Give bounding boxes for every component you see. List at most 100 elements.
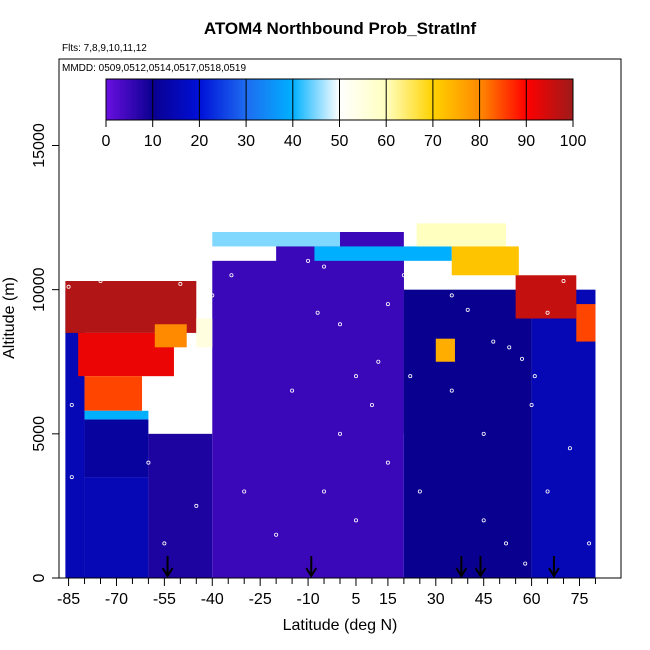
colorbar-tick-label-2: 20 [191,133,209,150]
track-point-39 [523,561,528,566]
x-tick-label-4: -25 [249,591,272,608]
track-point-31 [242,489,247,494]
track-point-12 [369,402,374,407]
heatmap-cell-3 [148,433,213,578]
heatmap-cell-12 [196,318,213,348]
arrow-marker-0 [161,556,174,578]
colorbar-tick-label-9: 90 [517,133,535,150]
arrow-marker-1 [305,556,318,578]
track-point-5 [210,293,215,298]
track-point-3 [146,273,151,278]
x-tick-label-0: -85 [57,591,80,608]
plot-area [59,59,621,578]
y-tick-label-1: 5000 [31,416,48,452]
heatmap-cell-14 [314,246,452,261]
track-point-11 [353,374,358,379]
track-point-9 [315,310,320,315]
y-axis: 0 5000 10000 15000 [31,123,59,582]
heatmap-cell-10 [84,376,143,411]
arrow-marker-3 [474,556,487,578]
track-point-38 [504,541,509,546]
arrow-marker-2 [455,556,468,578]
x-tick-label-8: 30 [427,591,445,608]
heatmap-cell-18 [576,304,596,342]
track-point-44 [337,431,342,436]
track-point-4 [178,281,183,286]
arrow-markers [161,556,560,578]
track-point-28 [146,460,151,465]
dates-annotation: MMDD: 0509,0512,0514,0517,0518,0519 [62,63,246,74]
x-axis: -85 -70 -55 -40 -25 -10 5 15 30 45 60 75 [57,578,596,608]
colorbar-ticks: 0 10 20 30 40 50 60 70 80 90 100 [102,79,587,150]
track-point-48 [481,431,486,436]
chart-title: ATOM4 Northbound Prob_StratInf [204,19,477,38]
flights-annotation: Flts: 7,8,9,10,11,12 [62,43,147,54]
track-point-15 [424,267,429,272]
track-point-1 [98,279,103,284]
x-tick-label-1: -70 [105,591,128,608]
heatmap-cell-6 [403,289,532,578]
heatmap-cell-1 [84,477,149,578]
track-point-40 [545,489,550,494]
track-point-42 [587,541,592,546]
track-point-46 [408,374,413,379]
colorbar-tick-label-0: 0 [102,133,111,150]
track-point-13 [385,302,390,307]
track-point-22 [532,374,537,379]
track-point-0 [66,284,71,289]
heatmap-cell-17 [515,275,577,319]
y-tick-label-2: 10000 [31,267,48,312]
track-point-20 [507,345,512,350]
x-tick-label-9: 45 [475,591,493,608]
heatmap-cells [65,223,596,578]
heatmap-cell-16 [451,246,519,276]
colorbar-tick-label-7: 70 [424,133,442,150]
track-point-23 [545,310,550,315]
colorbar-tick-label-8: 80 [471,133,489,150]
y-axis-title: Altitude (m) [1,277,18,359]
y-tick-label-0: 0 [31,573,48,582]
track-point-29 [162,541,167,546]
track-point-36 [417,489,422,494]
heatmap-cell-15 [416,223,507,247]
track-point-43 [290,388,295,393]
track-point-47 [449,388,454,393]
track-point-25 [577,273,582,278]
track-point-30 [194,503,199,508]
x-tick-label-11: 75 [571,591,589,608]
x-tick-label-6: 5 [352,591,361,608]
track-point-24 [561,279,566,284]
track-point-26 [69,402,74,407]
track-point-16 [433,279,438,284]
track-point-7 [306,258,311,263]
colorbar: 0 10 20 30 40 50 60 70 80 90 100 [102,78,587,150]
heatmap-cell-2 [84,419,149,478]
track-point-18 [465,307,470,312]
arrow-marker-4 [548,556,560,578]
track-point-34 [353,518,358,523]
x-tick-label-7: 15 [379,591,397,608]
flight-track-points [66,258,592,566]
track-point-27 [69,475,74,480]
colorbar-tick-label-10: 100 [560,133,587,150]
track-point-45 [376,359,381,364]
colorbar-tick-label-1: 10 [144,133,162,150]
track-point-32 [274,532,279,537]
heatmap-cell-19 [435,338,455,362]
colorbar-tick-label-4: 40 [284,133,302,150]
track-point-14 [401,273,406,278]
track-point-49 [529,402,534,407]
track-point-33 [322,489,327,494]
heatmap-cell-20 [212,232,340,247]
track-point-8 [322,264,327,269]
track-point-19 [491,339,496,344]
track-point-2 [120,273,125,278]
x-tick-label-5: -10 [297,591,320,608]
y-tick-label-3: 15000 [31,123,48,168]
x-tick-label-10: 60 [523,591,541,608]
heatmap-cell-5 [276,232,404,434]
track-point-21 [520,356,525,361]
colorbar-tick-label-3: 30 [237,133,255,150]
colorbar-tick-label-6: 60 [377,133,395,150]
